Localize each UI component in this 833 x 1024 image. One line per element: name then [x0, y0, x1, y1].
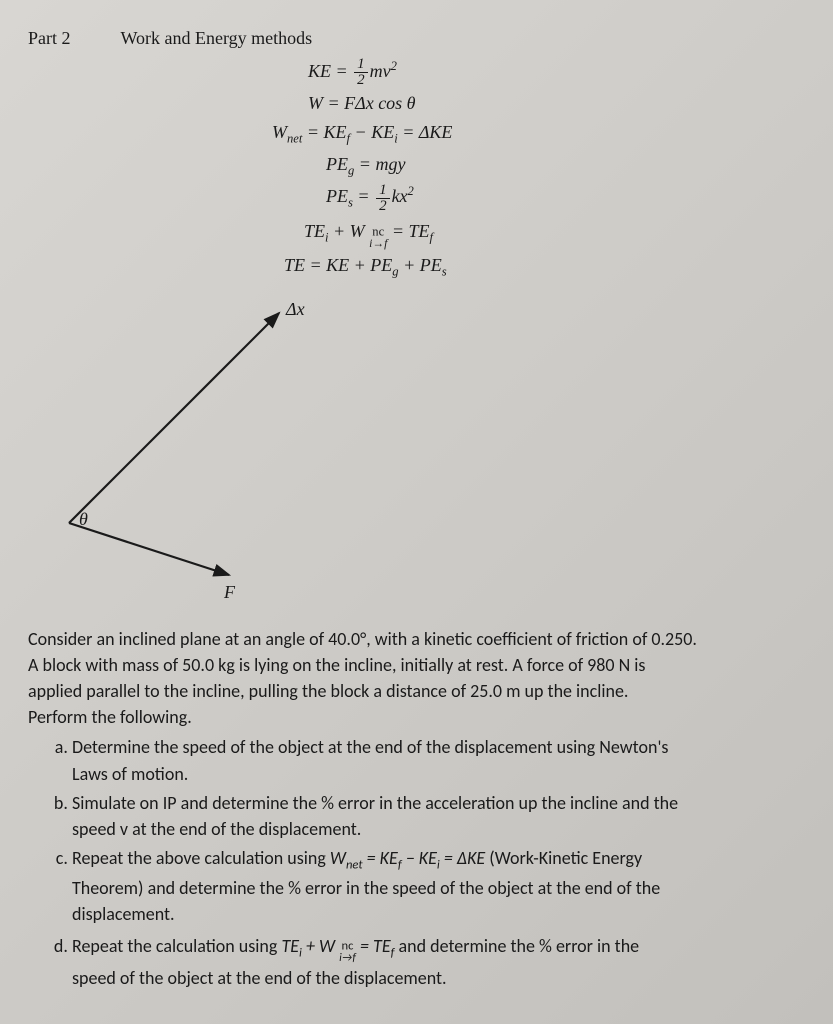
section-title: Work and Energy methods	[121, 28, 313, 49]
eq-te: TE = KE + PEg + PEs	[284, 252, 805, 281]
incline-diagram: Δx θ F	[34, 293, 805, 608]
theta-label: θ	[79, 509, 88, 529]
question-list: Determine the speed of the object at the…	[28, 734, 805, 990]
eq-wnc-under: nc i→f	[369, 216, 387, 250]
diagram-svg: Δx θ F	[34, 293, 354, 603]
header-row: Part 2 Work and Energy methods	[28, 28, 805, 49]
part-label: Part 2	[28, 28, 71, 49]
f-label: F	[223, 582, 236, 602]
eq-ke-lhs: KE =	[308, 61, 348, 81]
equations-block: KE = 1 2 mv2 W = FΔx cos θ Wnet = KEf − …	[308, 57, 805, 281]
eq-pes-frac: 1 2	[376, 183, 390, 214]
f-vector	[69, 523, 229, 575]
eq-ke-frac: 1 2	[354, 57, 368, 88]
eq-ke: KE = 1 2 mv2	[308, 57, 805, 88]
dx-label: Δx	[285, 299, 305, 319]
dx-vector	[69, 313, 279, 523]
question-d: Repeat the calculation using TEi + W nc …	[72, 930, 805, 991]
eq-peg: PEg = mgy	[326, 151, 805, 180]
question-b: Simulate on IP and determine the % error…	[72, 790, 805, 842]
intro-paragraph: Consider an inclined plane at an angle o…	[28, 626, 805, 730]
problem-text: Consider an inclined plane at an angle o…	[28, 626, 805, 991]
question-c: Repeat the above calculation using Wnet …	[72, 845, 805, 927]
eq-te-balance: TEi + W nc i→f = TEf	[304, 216, 805, 250]
eq-w: W = FΔx cos θ	[308, 90, 805, 117]
eq-pes: PEs = 1 2 kx2	[326, 182, 805, 213]
eq-ke-mv: mv	[370, 61, 391, 81]
eq-wnet: Wnet = KEf − KEi = ΔKE	[272, 119, 805, 148]
question-a: Determine the speed of the object at the…	[72, 734, 805, 786]
